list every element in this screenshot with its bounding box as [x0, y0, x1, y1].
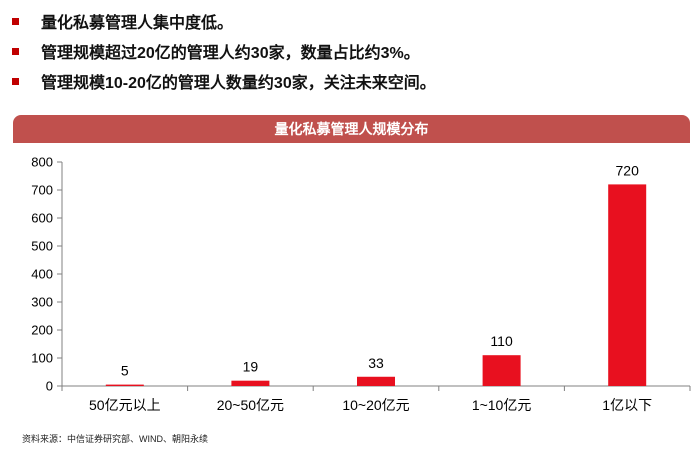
- bullet-list: 量化私募管理人集中度低。 管理规模超过20亿的管理人约30家，数量占比约3%。 …: [12, 6, 692, 96]
- bar-data-label: 33: [368, 355, 384, 371]
- y-tick-label: 200: [31, 323, 53, 338]
- source-note: 资料来源：中信证券研究部、WIND、朝阳永续: [22, 434, 208, 444]
- data-labels: 5 19 33 110 720: [121, 162, 639, 378]
- y-tick-label: 100: [31, 351, 53, 366]
- y-tick-label: 800: [31, 155, 53, 170]
- bar: [482, 355, 521, 386]
- bar-data-label: 19: [243, 359, 259, 375]
- y-tick-label: 400: [31, 267, 53, 282]
- y-tick-label: 500: [31, 239, 53, 254]
- y-tick-label: 300: [31, 295, 53, 310]
- bullet-item: 量化私募管理人集中度低。: [12, 6, 692, 36]
- chart-title: 量化私募管理人规模分布: [274, 121, 429, 137]
- x-axis: 50亿元以上 20~50亿元 10~20亿元 1~10亿元 1亿以下: [61, 385, 691, 413]
- bar: [231, 380, 270, 386]
- bar: [608, 184, 647, 386]
- bar: [105, 384, 144, 386]
- bullet-square-icon: [12, 77, 19, 85]
- bullet-text: 管理规模超过20亿的管理人约30家，数量占比约3%。: [41, 45, 420, 62]
- x-tick-label: 1亿以下: [602, 397, 652, 413]
- bullet-text: 管理规模10-20亿的管理人数量约30家，关注未来空间。: [41, 75, 436, 92]
- y-tick-label: 700: [31, 183, 53, 198]
- bullet-text: 量化私募管理人集中度低。: [41, 15, 234, 32]
- bars: [105, 184, 647, 386]
- x-tick-label: 50亿元以上: [89, 397, 161, 413]
- x-tick-label: 20~50亿元: [217, 397, 284, 413]
- bar-data-label: 720: [616, 162, 640, 178]
- bullet-square-icon: [12, 17, 19, 25]
- y-tick-label: 0: [46, 379, 53, 394]
- bar: [357, 376, 395, 386]
- chart-title-bar: 量化私募管理人规模分布: [13, 115, 690, 143]
- bar-chart: 0 100 200 300 400 500 600 700 800 50亿元以上 20~50亿元 1…: [31, 155, 691, 413]
- bullet-item: 管理规模10-20亿的管理人数量约30家，关注未来空间。: [12, 66, 692, 96]
- bar-data-label: 5: [121, 363, 129, 379]
- bullet-square-icon: [12, 47, 19, 55]
- x-tick-label: 10~20亿元: [342, 397, 409, 413]
- y-tick-label: 600: [31, 211, 53, 226]
- bar-data-label: 110: [490, 333, 513, 349]
- bullet-item: 管理规模超过20亿的管理人约30家，数量占比约3%。: [12, 36, 692, 66]
- x-tick-label: 1~10亿元: [472, 397, 532, 413]
- y-axis: 0 100 200 300 400 500 600 700 800: [31, 155, 63, 394]
